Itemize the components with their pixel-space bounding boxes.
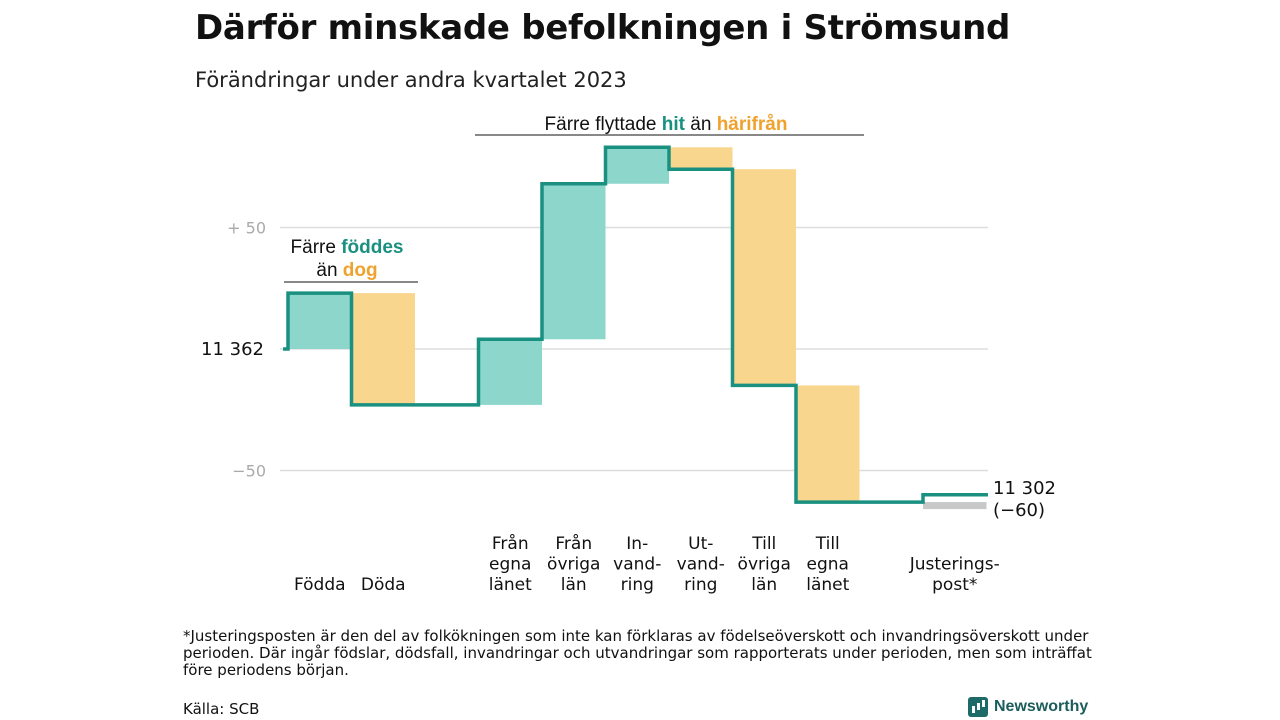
category-label: Från [492, 533, 529, 554]
category-label: länet [489, 575, 532, 595]
category-label: län [751, 575, 777, 595]
annotation-span: hit [662, 114, 686, 135]
category-label: Födda [294, 575, 346, 595]
category-label: egna [489, 555, 531, 575]
waterfall-bar [542, 183, 606, 340]
annotation-span: än [316, 260, 342, 281]
category-label: In- [626, 534, 648, 554]
waterfall-bar [796, 385, 860, 503]
annotation-span: än [685, 114, 717, 135]
annotation-span: dog [343, 260, 378, 281]
category-label: Döda [361, 575, 406, 595]
category-label: vand- [677, 555, 725, 575]
category-label: Justerings- [909, 555, 1000, 575]
footnote: *Justeringsposten är den del av folkökni… [183, 627, 1092, 679]
brand-logo: Newsworthy [968, 697, 1088, 717]
annotation-span: härifrån [717, 114, 788, 135]
category-label: ring [684, 575, 717, 595]
category-label: egna [807, 555, 849, 575]
category-label: Till [815, 534, 840, 554]
waterfall-bar [923, 502, 987, 510]
category-label: Från [555, 533, 592, 554]
annotation-births-deaths: Färre föddes [291, 237, 404, 258]
category-label: Ut- [688, 534, 713, 554]
chart-title: Därför minskade befolkningen i Strömsund [195, 8, 1011, 48]
category-label: ring [621, 575, 654, 595]
brand-name: Newsworthy [994, 698, 1089, 715]
start-value-label: 11 362 [201, 339, 264, 360]
annotation-births-deaths-line2: än dog [316, 260, 377, 281]
annotation-migration: Färre flyttade hit än härifrån [545, 114, 788, 135]
waterfall-bar [605, 147, 669, 184]
cumulative-step-line [283, 145, 988, 504]
bar-chart-icon [968, 697, 988, 717]
end-change-label: (−60) [993, 500, 1045, 521]
category-label: post* [932, 575, 977, 595]
category-label: län [561, 575, 587, 595]
waterfall-bar [288, 293, 352, 349]
source-label: Källa: SCB [183, 700, 260, 718]
waterfall-bar [669, 147, 733, 170]
waterfall-bar [478, 339, 542, 405]
category-label: övriga [738, 555, 791, 575]
category-label: övriga [547, 555, 600, 575]
chart-subtitle: Förändringar under andra kvartalet 2023 [195, 68, 627, 92]
category-label: vand- [613, 555, 661, 575]
y-tick-label: + 50 [227, 219, 266, 238]
annotation-span: Färre flyttade [545, 114, 662, 135]
category-label: Till [751, 534, 776, 554]
waterfall-bar [732, 169, 796, 386]
annotation-span: föddes [341, 237, 403, 258]
waterfall-bar [351, 293, 415, 405]
y-tick-label: −50 [232, 462, 266, 481]
category-label: länet [806, 575, 849, 595]
annotation-span: Färre [291, 237, 342, 258]
end-value-label: 11 302 [993, 478, 1056, 499]
